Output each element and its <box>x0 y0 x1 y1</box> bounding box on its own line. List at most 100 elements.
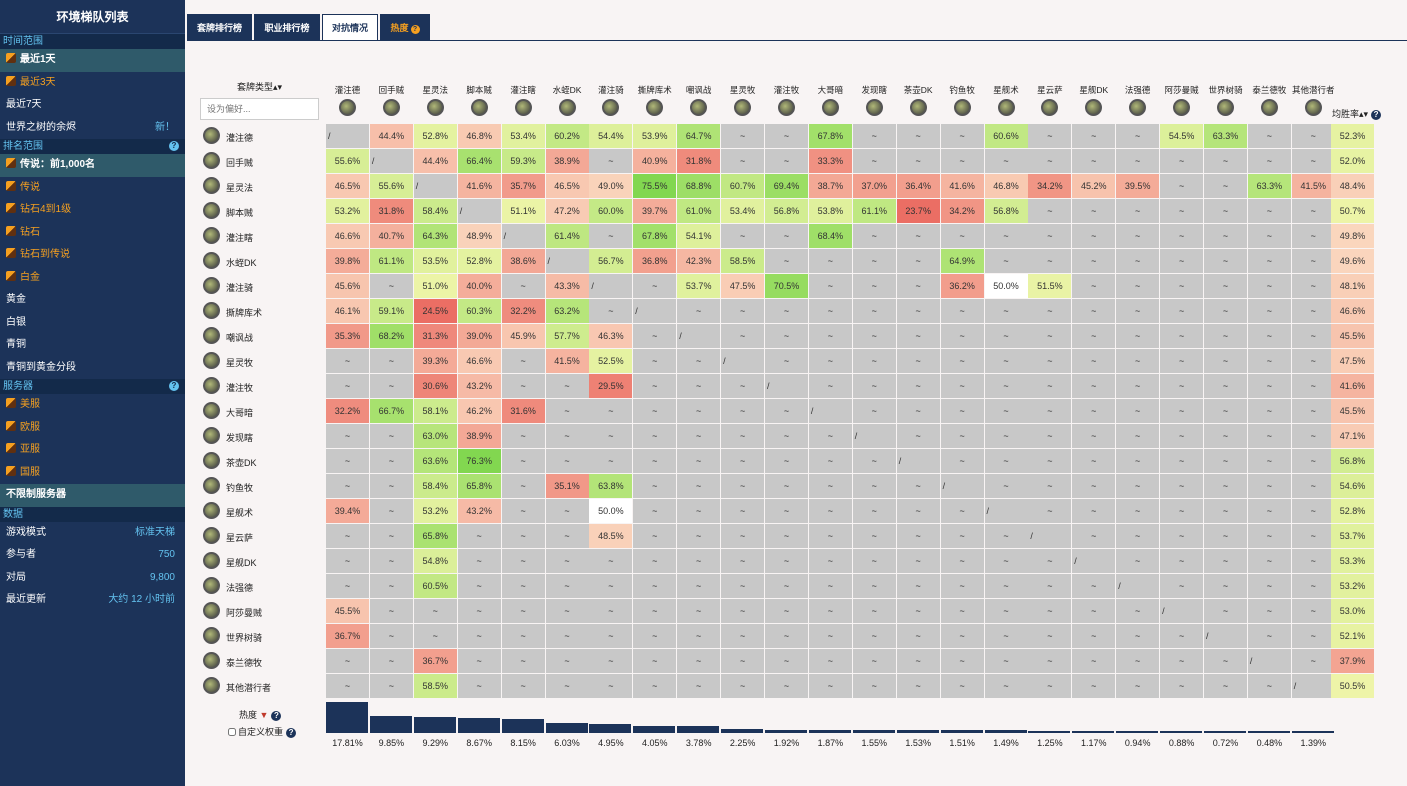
matchup-cell[interactable]: 45.2% <box>1072 174 1116 198</box>
matchup-cell[interactable]: 63.3% <box>1204 124 1247 148</box>
matchup-cell[interactable]: ~ <box>1160 324 1204 348</box>
matchup-cell[interactable]: ~ <box>1204 349 1247 373</box>
matchup-cell[interactable]: ~ <box>1072 299 1116 323</box>
matchup-cell[interactable]: 43.2% <box>457 374 501 398</box>
matchup-cell[interactable]: ~ <box>1160 299 1204 323</box>
matchup-cell[interactable]: ~ <box>1072 449 1116 473</box>
sidebar-item[interactable]: 钻石 <box>0 222 185 245</box>
matchup-cell[interactable]: ~ <box>633 649 677 673</box>
matchup-cell[interactable]: ~ <box>457 574 501 598</box>
matchup-cell[interactable]: ~ <box>1116 524 1160 548</box>
matchup-cell[interactable]: ~ <box>852 624 896 648</box>
matchup-cell[interactable]: ~ <box>940 324 984 348</box>
matchup-cell[interactable]: / <box>369 149 413 173</box>
sidebar-item[interactable]: 钻石到传说 <box>0 244 185 267</box>
matchup-cell[interactable]: ~ <box>326 649 369 673</box>
matchup-cell[interactable]: 60.5% <box>413 574 457 598</box>
matchup-cell[interactable]: ~ <box>545 649 589 673</box>
matchup-cell[interactable]: ~ <box>589 449 633 473</box>
matchup-cell[interactable]: ~ <box>633 424 677 448</box>
matchup-cell[interactable]: ~ <box>1028 124 1072 148</box>
matchup-cell[interactable]: ~ <box>545 549 589 573</box>
matchup-cell[interactable]: ~ <box>1204 374 1247 398</box>
matchup-cell[interactable]: ~ <box>852 449 896 473</box>
matchup-cell[interactable]: 52.8% <box>457 249 501 273</box>
matchup-cell[interactable]: ~ <box>808 274 852 298</box>
matchup-cell[interactable]: / <box>633 299 677 323</box>
matchup-cell[interactable]: 36.4% <box>896 174 940 198</box>
matchup-cell[interactable]: ~ <box>501 374 545 398</box>
matchup-cell[interactable]: ~ <box>1160 449 1204 473</box>
sort-deck-type-header[interactable]: 套牌类型▴▾ <box>237 80 282 93</box>
matchup-cell[interactable]: ~ <box>589 224 633 248</box>
matchup-cell[interactable]: ~ <box>677 599 721 623</box>
matchup-cell[interactable]: ~ <box>501 599 545 623</box>
matchup-cell[interactable]: ~ <box>589 574 633 598</box>
matchup-cell[interactable]: ~ <box>501 524 545 548</box>
matchup-cell[interactable]: ~ <box>501 474 545 498</box>
row-header[interactable]: 灌注牧 <box>226 383 254 393</box>
matchup-cell[interactable]: ~ <box>1247 199 1291 223</box>
matchup-cell[interactable]: 54.4% <box>589 124 633 148</box>
matchup-cell[interactable]: ~ <box>1116 149 1160 173</box>
matchup-cell[interactable]: 60.2% <box>545 124 589 148</box>
matchup-cell[interactable]: ~ <box>1116 349 1160 373</box>
matchup-cell[interactable]: 52.8% <box>413 124 457 148</box>
matchup-cell[interactable]: ~ <box>1204 399 1247 423</box>
matchup-cell[interactable]: ~ <box>677 399 721 423</box>
matchup-cell[interactable]: ~ <box>1028 674 1072 698</box>
matchup-cell[interactable]: ~ <box>1160 474 1204 498</box>
matchup-cell[interactable]: 54.1% <box>677 224 721 248</box>
matchup-cell[interactable]: 47.5% <box>721 274 765 298</box>
matchup-cell[interactable]: ~ <box>1160 174 1204 198</box>
matchup-cell[interactable]: 39.0% <box>457 324 501 348</box>
matchup-cell[interactable]: ~ <box>1160 224 1204 248</box>
matchup-cell[interactable]: ~ <box>721 524 765 548</box>
matchup-cell[interactable]: ~ <box>721 649 765 673</box>
matchup-cell[interactable]: ~ <box>765 649 808 673</box>
matchup-cell[interactable]: ~ <box>545 374 589 398</box>
matchup-cell[interactable]: ~ <box>1247 524 1291 548</box>
row-header[interactable]: 星灵法 <box>226 183 254 193</box>
matchup-cell[interactable]: ~ <box>1072 574 1116 598</box>
row-header[interactable]: 脚本贼 <box>226 208 254 218</box>
matchup-cell[interactable]: / <box>1291 674 1335 698</box>
matchup-cell[interactable]: ~ <box>1160 274 1204 298</box>
matchup-cell[interactable]: 64.7% <box>677 124 721 148</box>
matchup-cell[interactable]: ~ <box>1291 574 1335 598</box>
matchup-cell[interactable]: ~ <box>984 574 1028 598</box>
column-header[interactable]: 其他潜行者 <box>1292 85 1335 95</box>
matchup-cell[interactable]: 60.7% <box>721 174 765 198</box>
matchup-cell[interactable]: ~ <box>852 674 896 698</box>
matchup-cell[interactable]: 51.5% <box>1028 274 1072 298</box>
matchup-cell[interactable]: ~ <box>765 399 808 423</box>
matchup-cell[interactable]: ~ <box>1028 224 1072 248</box>
matchup-cell[interactable]: 64.3% <box>413 224 457 248</box>
matchup-cell[interactable]: ~ <box>940 149 984 173</box>
matchup-cell[interactable]: 55.6% <box>369 174 413 198</box>
matchup-cell[interactable]: ~ <box>984 599 1028 623</box>
matchup-cell[interactable]: ~ <box>326 674 369 698</box>
matchup-cell[interactable]: 48.5% <box>589 524 633 548</box>
matchup-cell[interactable]: 53.8% <box>808 199 852 223</box>
matchup-cell[interactable]: ~ <box>765 349 808 373</box>
matchup-cell[interactable]: 53.2% <box>413 499 457 523</box>
matchup-cell[interactable]: ~ <box>589 399 633 423</box>
matchup-cell[interactable]: ~ <box>369 449 413 473</box>
matchup-cell[interactable]: ~ <box>808 624 852 648</box>
row-header[interactable]: 星舰术 <box>226 508 254 518</box>
matchup-cell[interactable]: ~ <box>1291 299 1335 323</box>
row-header[interactable]: 大哥暗 <box>226 408 254 418</box>
matchup-cell[interactable]: 41.5% <box>545 349 589 373</box>
column-header[interactable]: 星舰DK <box>1079 85 1109 95</box>
matchup-cell[interactable]: / <box>326 124 369 148</box>
matchup-cell[interactable]: ~ <box>896 549 940 573</box>
column-header[interactable]: 泰兰德牧 <box>1252 85 1287 95</box>
matchup-cell[interactable]: ~ <box>457 549 501 573</box>
matchup-cell[interactable]: 69.4% <box>765 174 808 198</box>
row-header[interactable]: 灌注骑 <box>226 283 254 293</box>
matchup-cell[interactable]: 44.4% <box>413 149 457 173</box>
row-header[interactable]: 世界树骑 <box>226 633 263 643</box>
matchup-cell[interactable]: 31.8% <box>677 149 721 173</box>
matchup-cell[interactable]: ~ <box>765 549 808 573</box>
